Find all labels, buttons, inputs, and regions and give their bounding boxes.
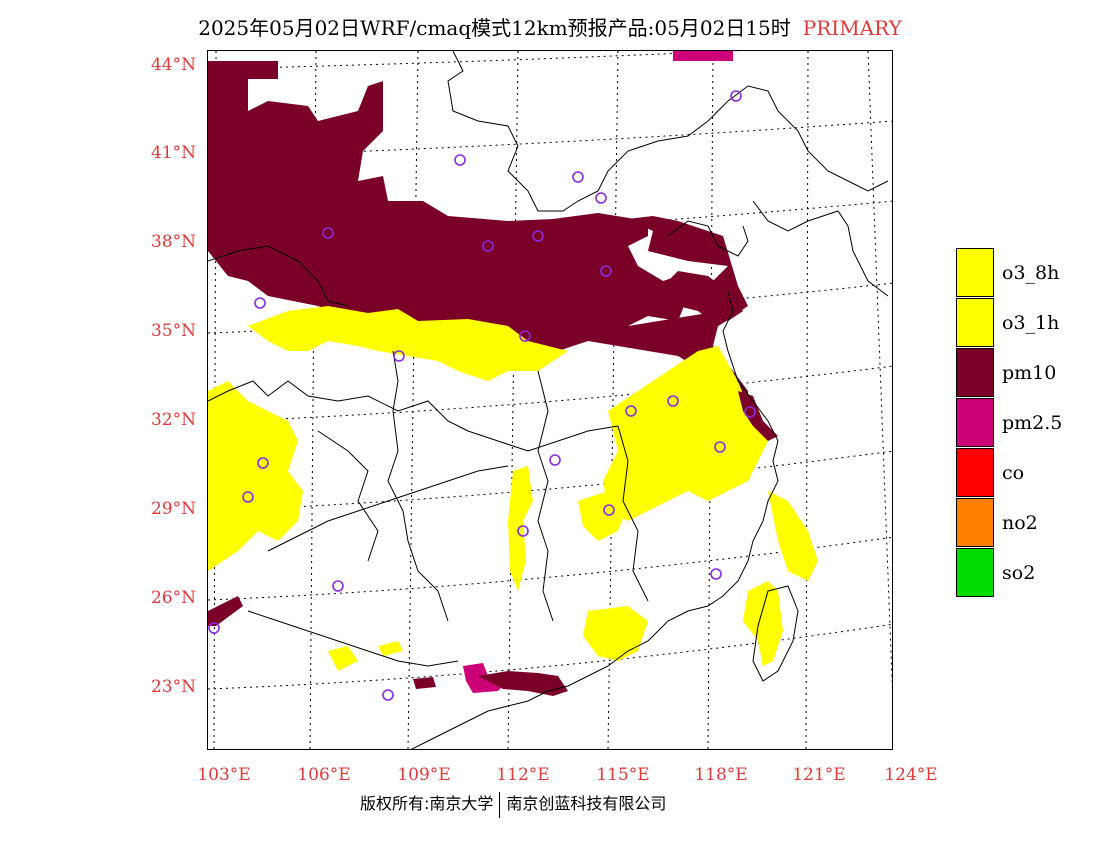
pm25-region-north xyxy=(673,51,733,61)
lon-label: 103°E xyxy=(197,765,251,785)
station-marker xyxy=(603,504,615,516)
o3-region-east xyxy=(603,346,768,521)
legend-swatch xyxy=(956,398,994,447)
station-marker xyxy=(667,395,679,407)
legend-label: no2 xyxy=(1002,512,1038,534)
lat-label: 32°N xyxy=(150,410,196,430)
station-marker xyxy=(482,240,494,252)
station-marker xyxy=(595,192,607,204)
title-tag: PRIMARY xyxy=(802,16,902,40)
lat-label: 23°N xyxy=(150,677,196,697)
legend-swatch xyxy=(956,498,994,547)
station-marker xyxy=(242,491,254,503)
lat-label: 41°N xyxy=(150,143,196,163)
o3-region-central xyxy=(248,306,568,381)
station-marker xyxy=(454,154,466,166)
legend-swatch xyxy=(956,448,994,497)
lon-label: 115°E xyxy=(596,765,650,785)
station-marker xyxy=(208,622,220,634)
lat-label: 26°N xyxy=(150,588,196,608)
legend-swatch xyxy=(956,348,994,397)
lon-label: 124°E xyxy=(884,765,938,785)
station-marker xyxy=(710,568,722,580)
lon-label: 121°E xyxy=(792,765,846,785)
legend-label: co xyxy=(1002,462,1025,484)
borders xyxy=(208,51,889,749)
legend-label: o3_1h xyxy=(1002,312,1060,334)
station-markers xyxy=(208,90,756,701)
copyright-footer: 版权所有:南京大学 南京创蓝科技有限公司 xyxy=(360,790,666,818)
station-marker xyxy=(393,350,405,362)
station-marker xyxy=(382,689,394,701)
lat-label: 29°N xyxy=(150,499,196,519)
o3-region-guangxi xyxy=(328,641,403,671)
station-marker xyxy=(257,457,269,469)
o3-region-taiwan-strait xyxy=(768,491,818,581)
station-marker xyxy=(322,227,334,239)
map-frame xyxy=(207,50,893,750)
lon-label: 109°E xyxy=(397,765,451,785)
map-title: 2025年05月02日WRF/cmaq模式12km预报产品:05月02日15时 P… xyxy=(0,12,1100,41)
pm10-region-shanghai xyxy=(738,391,778,441)
station-marker xyxy=(517,525,529,537)
lon-label: 112°E xyxy=(496,765,550,785)
pollutant-map xyxy=(208,51,892,749)
legend-swatch xyxy=(956,248,994,297)
legend-swatch xyxy=(956,548,994,597)
station-marker xyxy=(744,406,756,418)
station-marker xyxy=(332,580,344,592)
o3-region-taiwan xyxy=(743,581,783,666)
station-marker xyxy=(600,265,612,277)
legend-label: pm2.5 xyxy=(1002,412,1063,434)
lon-label: 106°E xyxy=(297,765,351,785)
station-marker xyxy=(254,297,266,309)
station-marker xyxy=(714,441,726,453)
o3-region-west xyxy=(208,381,303,571)
lat-label: 38°N xyxy=(150,232,196,252)
title-main: 2025年05月02日WRF/cmaq模式12km预报产品:05月02日15时 xyxy=(198,16,791,40)
lat-label: 35°N xyxy=(150,321,196,341)
lat-label: 44°N xyxy=(150,55,196,75)
legend-label: o3_8h xyxy=(1002,262,1060,284)
station-marker xyxy=(532,230,544,242)
legend-label: so2 xyxy=(1002,562,1036,584)
o3-region-south xyxy=(583,606,648,661)
o3-region-jiangxi xyxy=(578,491,628,541)
station-marker xyxy=(730,90,742,102)
station-marker xyxy=(572,171,584,183)
pm10-region-guangdong xyxy=(478,671,568,696)
station-marker xyxy=(625,405,637,417)
pm10-region-guangxi xyxy=(208,596,436,689)
station-marker xyxy=(519,330,531,342)
legend-swatch xyxy=(956,298,994,347)
lon-label: 118°E xyxy=(694,765,748,785)
o3-region-hunan xyxy=(508,466,533,591)
pm10-region-north xyxy=(208,61,748,401)
footer-left: 版权所有:南京大学 xyxy=(360,794,494,813)
footer-divider xyxy=(499,791,501,818)
pm10-region-east xyxy=(663,271,743,326)
station-marker xyxy=(549,454,561,466)
legend-label: pm10 xyxy=(1002,362,1057,384)
footer-right: 南京创蓝科技有限公司 xyxy=(506,794,667,813)
